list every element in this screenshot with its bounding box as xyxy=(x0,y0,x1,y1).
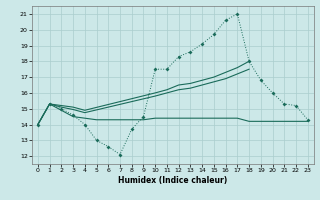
X-axis label: Humidex (Indice chaleur): Humidex (Indice chaleur) xyxy=(118,176,228,185)
